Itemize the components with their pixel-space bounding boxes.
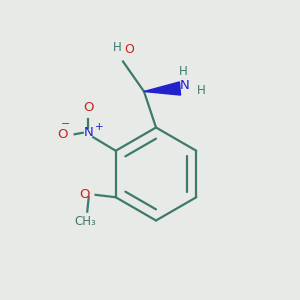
Text: O: O xyxy=(124,43,134,56)
Text: −: − xyxy=(61,119,70,129)
Text: H: H xyxy=(178,65,188,78)
Text: N: N xyxy=(180,79,189,92)
Text: H: H xyxy=(196,84,205,98)
Text: H: H xyxy=(113,41,122,54)
Polygon shape xyxy=(144,82,181,95)
Text: N: N xyxy=(83,126,93,139)
Text: O: O xyxy=(80,188,90,201)
Text: CH₃: CH₃ xyxy=(75,215,97,228)
Text: O: O xyxy=(58,128,68,141)
Text: O: O xyxy=(83,101,93,114)
Text: +: + xyxy=(95,122,104,132)
